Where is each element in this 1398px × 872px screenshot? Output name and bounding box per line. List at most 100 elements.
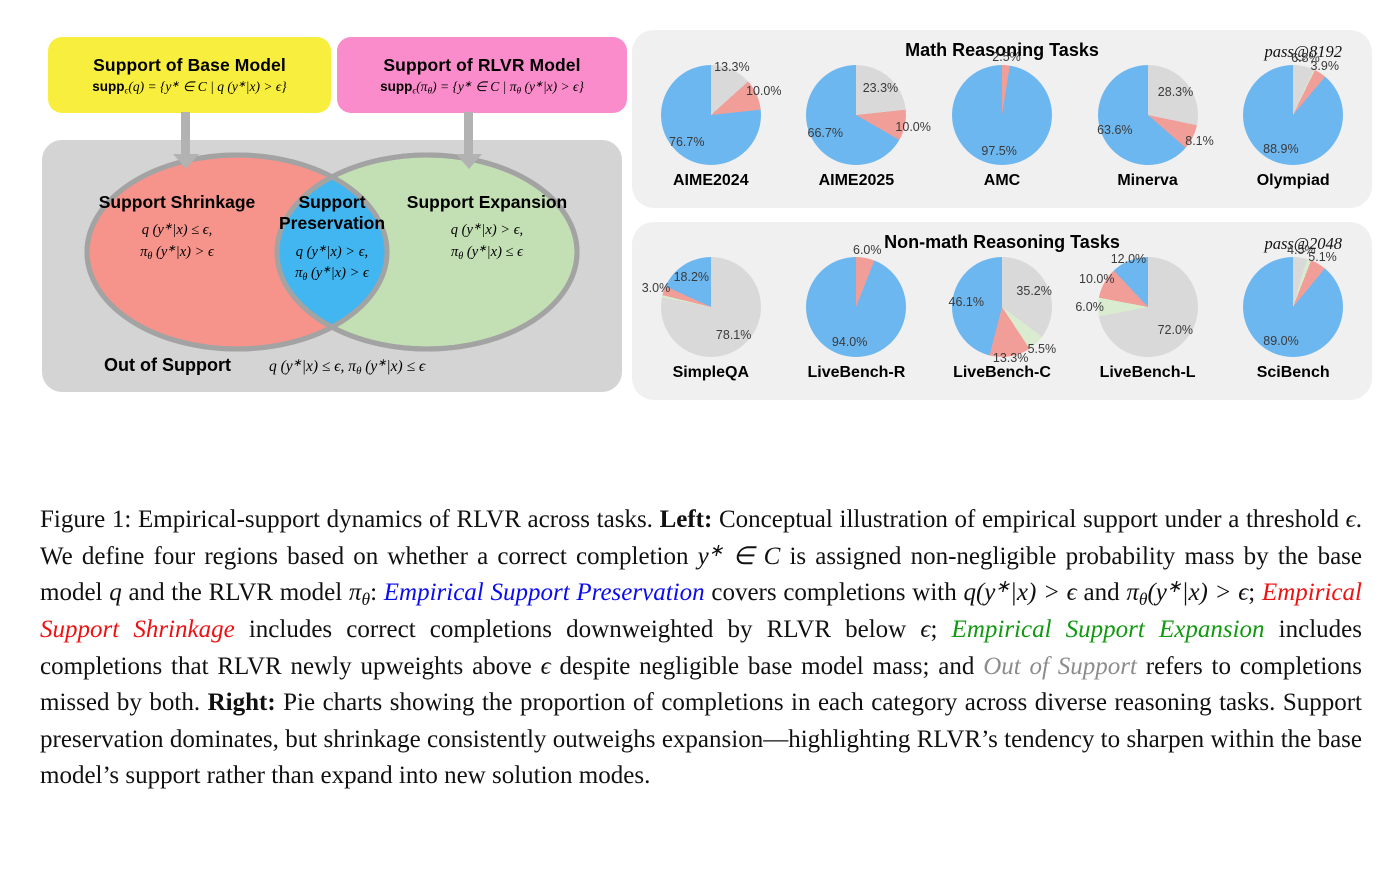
text-segment: ∈ C | π: [471, 79, 517, 94]
math-pies-row: 13.3% 10.0% 76.7% AIME2024 23.3% 10.0% 66.7% AI…: [632, 50, 1372, 190]
text-segment: (y: [307, 265, 323, 282]
pie-percent-label: 63.6%: [1097, 122, 1133, 137]
text-segment: Conceptual illustration of empirical sup…: [718, 506, 1346, 533]
region-expansion-formula: q (y∗|x) > ϵ, πθ (y∗|x) ≤ ϵ: [402, 220, 572, 264]
text-segment: Figure 1: Empirical-support dynamics of …: [40, 506, 660, 533]
text-segment: ;: [1248, 579, 1262, 607]
base-model-formula: suppϵ(q) = {y∗ ∈ C | q (y∗|x) > ϵ}: [92, 79, 286, 96]
pie-disc: [1097, 65, 1198, 165]
pie-percent-label: 18.2%: [673, 269, 710, 284]
nonmath-tasks-panel: pass@2048 Non-math Reasoning Tasks 78.1%…: [632, 222, 1372, 400]
text-segment: y: [697, 542, 709, 570]
text-segment: Empirical Support Shrinkage: [40, 579, 1362, 643]
rlvr-model-formula: suppϵ(πθ) = {y∗ ∈ C | πθ (y∗|x) > ϵ}: [380, 79, 584, 97]
text-segment: ϵ: [412, 86, 417, 97]
pie-disc-wrap: 6.8% 3.9% 88.9%: [1243, 51, 1344, 165]
text-segment: |x) > ϵ: [175, 244, 214, 261]
pie-disc: [660, 257, 761, 357]
text-segment: and the RLVR model: [121, 579, 349, 607]
text-segment: ∗: [237, 79, 246, 90]
text-segment: (y: [521, 79, 536, 94]
pie-percent-label: 10.0%: [1079, 272, 1115, 287]
pie-disc: [1097, 257, 1198, 357]
text-segment: (y: [152, 244, 168, 261]
figure-caption: Figure 1: Empirical-support dynamics of …: [40, 502, 1362, 795]
text-segment: q (y: [141, 222, 164, 239]
text-segment: covers completions with: [704, 579, 964, 607]
pie-chart-aime2025: 23.3% 10.0% 66.7% AIME2025: [784, 65, 931, 190]
pie-disc-wrap: 2.5% 97.5%: [951, 50, 1052, 165]
pie-percent-label: 6.0%: [1075, 300, 1104, 314]
pie-percent-label: 3.9%: [1310, 59, 1339, 74]
base-model-title: Support of Base Model: [93, 55, 286, 75]
pie-percent-label: 89.0%: [1263, 333, 1299, 348]
formula-line-1: q (y∗|x) > ϵ,: [247, 242, 417, 264]
text-segment: π: [140, 244, 148, 261]
text-segment: ϵ: [920, 615, 931, 643]
pie-percent-label: 23.3%: [862, 81, 899, 96]
out-of-support-row: Out of Support q (y∗|x) ≤ ϵ, πθ (y∗|x) ≤…: [104, 355, 425, 376]
region-preservation-title: Support Preservation: [278, 192, 386, 234]
text-segment: ∗: [167, 243, 176, 255]
pie-chart-scibench: 4.5% 5.1% 89.0% SciBench: [1220, 243, 1366, 382]
pie-percent-label: 8.1%: [1185, 133, 1214, 148]
pie-task-label: Olympiad: [1256, 172, 1330, 189]
pie-disc: [1243, 65, 1344, 165]
text-segment: |x) ≤ ϵ: [386, 358, 426, 375]
pie-task-label: SciBench: [1256, 364, 1330, 381]
text-segment: q (y: [450, 222, 473, 239]
pie-task-label: SimpleQA: [672, 364, 750, 381]
pie-percent-label: 72.0%: [1157, 322, 1194, 337]
text-segment: ∗: [163, 221, 173, 233]
region-shrinkage-formula: q (y∗|x) ≤ ϵ, πθ (y∗|x) > ϵ: [92, 220, 262, 264]
pie-disc-wrap: 28.3% 8.1% 63.6%: [1097, 65, 1214, 165]
math-tasks-panel: pass@8192 Math Reasoning Tasks 13.3% 10.0…: [632, 30, 1372, 208]
text-segment: supp: [380, 79, 413, 94]
text-segment: ∗: [171, 79, 180, 90]
region-expansion: Support Expansion q (y∗|x) > ϵ, πθ (y∗|x…: [402, 192, 572, 264]
text-segment: |x) > ϵ: [1181, 579, 1249, 607]
text-segment: π: [451, 244, 459, 261]
pie-task-label: AMC: [983, 172, 1021, 189]
pie-percent-label: 88.9%: [1263, 141, 1299, 156]
text-segment: ∗: [377, 357, 387, 370]
preservation-lens: [277, 155, 387, 349]
formula-line-2: πθ (y∗|x) ≤ ϵ: [402, 242, 572, 264]
pie-percent-label: 6.0%: [853, 243, 882, 258]
text-segment: Pie charts showing the proportion of com…: [40, 689, 1362, 790]
text-segment: |x) > ϵ,: [326, 243, 369, 260]
pie-disc: [1243, 257, 1344, 357]
text-segment: Empirical Support Expansion: [951, 615, 1265, 643]
pie-percent-label: 28.3%: [1157, 85, 1194, 100]
text-segment: π: [348, 579, 362, 607]
text-segment: |x) > ϵ}: [542, 79, 584, 94]
text-segment: ∗: [463, 79, 472, 90]
pie-percent-label: 5.5%: [1027, 342, 1057, 357]
pie-disc-wrap: 78.1% 3.0% 18.2%: [642, 257, 761, 357]
text-segment: |x) > ϵ: [1010, 579, 1077, 607]
down-arrow-icon: [181, 112, 190, 154]
text-segment: |x) ≤ ϵ: [486, 244, 523, 261]
pie-task-label: LiveBench-C: [953, 364, 1051, 381]
region-shrinkage: Support Shrinkage q (y∗|x) ≤ ϵ, πθ (y∗|x…: [92, 192, 262, 264]
pie-disc: [951, 257, 1052, 357]
text-segment: ∈ C | q (y: [179, 79, 238, 94]
text-segment: (y: [361, 358, 378, 375]
out-of-support-formula: q (y∗|x) ≤ ϵ, πθ (y∗|x) ≤ ϵ: [269, 357, 426, 377]
text-segment: ∗: [995, 576, 1011, 597]
text-segment: despite negligible base model mass; and: [550, 652, 984, 680]
region-preservation: Support Preservation q (y∗|x) > ϵ, πθ (y…: [247, 192, 417, 285]
base-model-support-box: Support of Base Model suppϵ(q) = {y∗ ∈ C…: [48, 37, 331, 113]
pie-percent-label: 94.0%: [831, 335, 868, 350]
pie-percent-label: 6.8%: [1291, 51, 1320, 66]
text-segment: (π: [416, 79, 428, 94]
text-segment: θ: [1138, 589, 1148, 610]
text-segment: π: [295, 265, 303, 282]
shrinkage-ellipse-outline: [84, 152, 390, 352]
pie-chart-minerva: 28.3% 8.1% 63.6% Minerva: [1075, 65, 1221, 190]
pie-chart-livebench-r: 6.0% 94.0% LiveBench-R: [784, 243, 930, 382]
pie-task-label: LiveBench-L: [1099, 364, 1196, 381]
region-shrinkage-title: Support Shrinkage: [98, 192, 256, 212]
text-segment: θ: [361, 589, 371, 610]
